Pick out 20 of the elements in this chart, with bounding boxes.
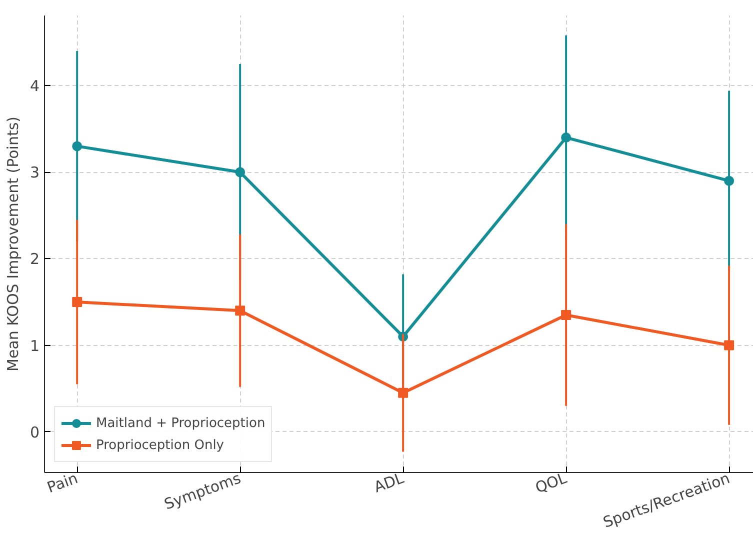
point	[398, 388, 408, 398]
legend-label: Maitland + Proprioception	[96, 416, 266, 430]
y-tick-label: 4	[30, 77, 40, 96]
point	[235, 167, 246, 178]
y-tick-label: 1	[30, 336, 40, 355]
x-tick-label: QOL	[532, 468, 570, 497]
y-tick-label: 3	[30, 164, 40, 182]
x-tick-label: Pain	[44, 469, 80, 497]
point	[235, 306, 246, 316]
point	[724, 176, 734, 186]
legend-label: Proprioception Only	[96, 438, 224, 452]
point	[72, 296, 82, 307]
y-tick-label: 2	[30, 250, 40, 268]
point	[561, 132, 572, 143]
point	[724, 340, 734, 350]
y-axis-title: Mean KOOS Improvement (Points)	[4, 116, 22, 372]
x-tick-label: ADL	[372, 468, 407, 496]
point	[72, 141, 82, 152]
y-tick-label: 0	[30, 423, 40, 442]
point	[561, 310, 572, 320]
